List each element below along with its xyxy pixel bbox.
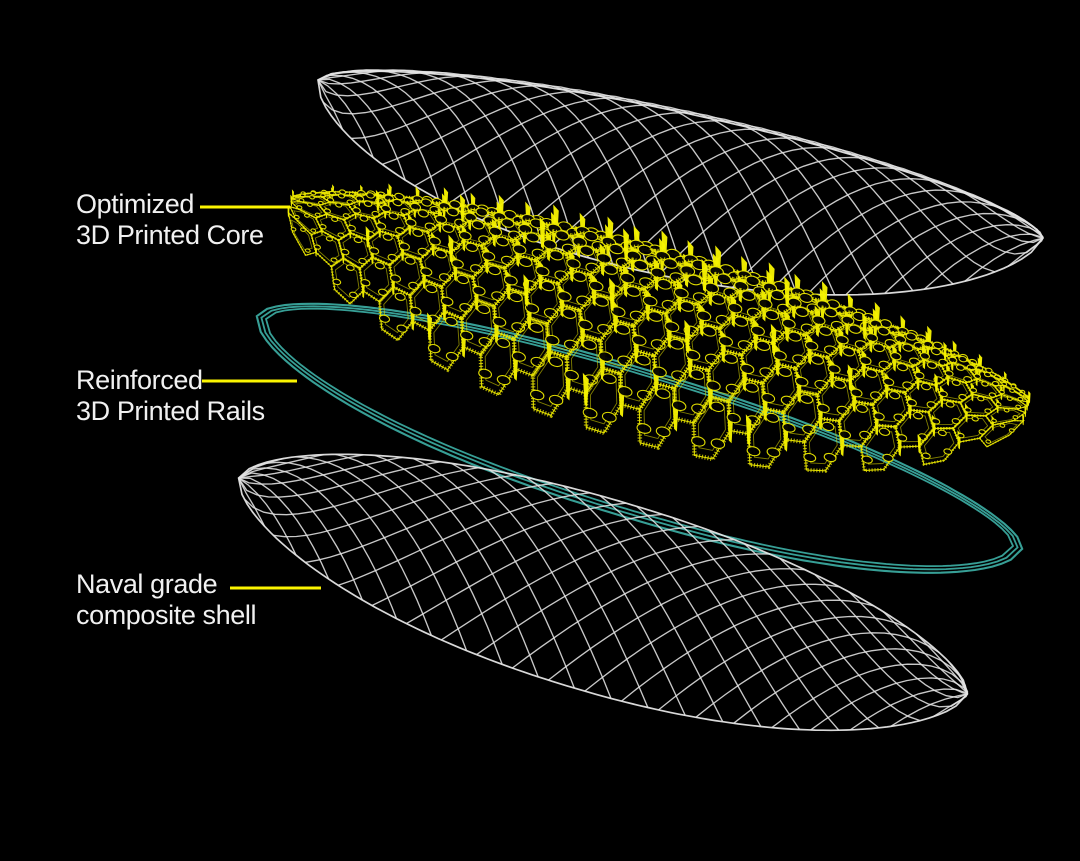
- label-optimized-core: Optimized 3D Printed Core: [76, 189, 264, 251]
- label-line-1: Reinforced: [76, 365, 203, 395]
- label-line-1: Naval grade: [76, 569, 218, 599]
- label-line-1: Optimized: [76, 189, 194, 219]
- label-line-2: 3D Printed Rails: [76, 396, 265, 426]
- printed-core-lattice: [287, 183, 1031, 473]
- label-naval-shell: Naval grade composite shell: [76, 569, 256, 631]
- bottom-shell-wireframe: [237, 453, 969, 732]
- leader-lines: [200, 205, 321, 590]
- label-line-2: 3D Printed Core: [76, 220, 264, 250]
- top-shell-wireframe: [317, 69, 1045, 296]
- label-line-2: composite shell: [76, 600, 257, 630]
- label-reinforced-rails: Reinforced 3D Printed Rails: [76, 365, 265, 427]
